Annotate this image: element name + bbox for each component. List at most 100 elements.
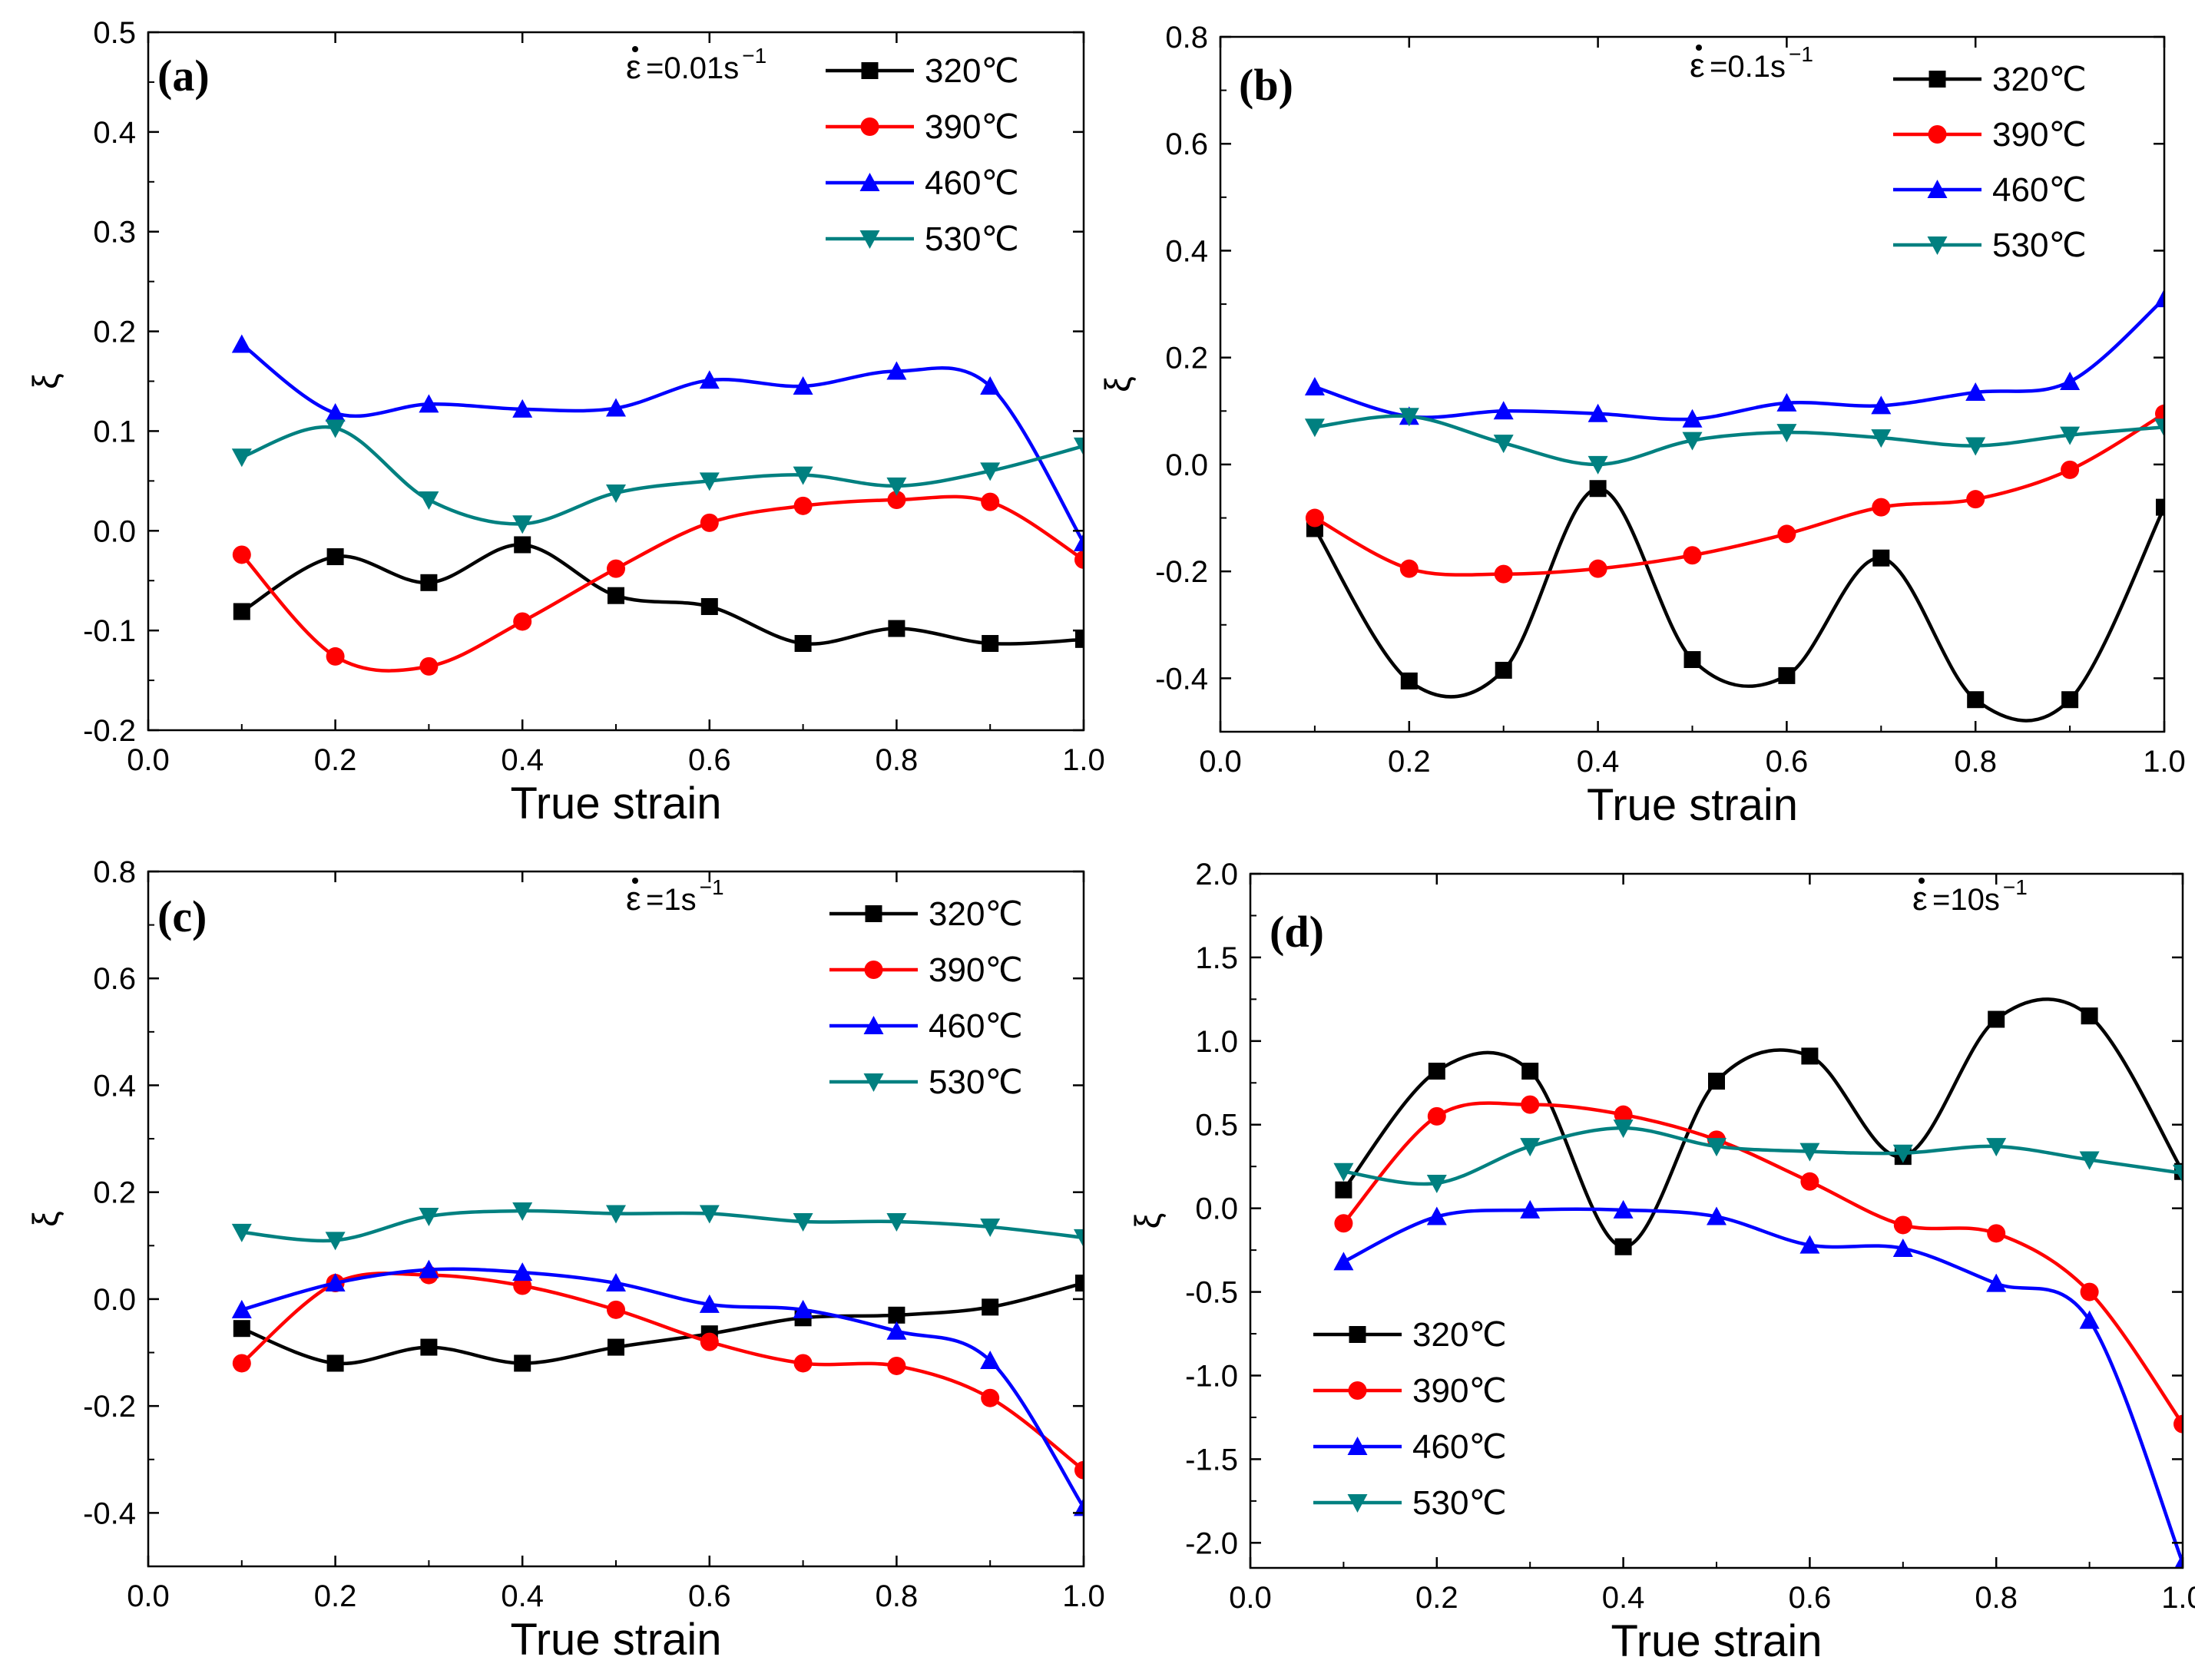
x-tick-label: 0.0	[1199, 745, 1242, 779]
strain-rate-exponent: −1	[2003, 875, 2028, 899]
data-point	[1872, 549, 1890, 567]
data-point	[1683, 546, 1702, 565]
data-point	[606, 1273, 626, 1292]
data-point	[606, 484, 626, 503]
y-tick-label: -1.0	[1185, 1359, 1238, 1393]
legend-label: 460℃	[929, 1007, 1023, 1045]
data-point	[888, 1306, 905, 1324]
data-point	[326, 647, 345, 666]
y-tick-label: 0.8	[93, 855, 136, 889]
data-point	[1683, 651, 1701, 669]
data-point	[793, 1212, 813, 1232]
data-point	[1427, 1106, 1446, 1126]
data-point	[888, 620, 905, 637]
strain-rate-symbol: ε	[1690, 47, 1705, 84]
data-point	[699, 370, 720, 389]
data-point	[700, 1332, 719, 1351]
legend-marker	[1927, 180, 1948, 198]
data-point	[419, 1208, 439, 1227]
data-point	[419, 394, 439, 413]
data-point	[1988, 1010, 2005, 1028]
data-point	[1801, 1047, 1819, 1065]
y-tick-label: 0.8	[1165, 21, 1208, 55]
data-point	[1400, 672, 1418, 690]
plot-area	[1333, 997, 2183, 1568]
data-point	[794, 635, 812, 653]
data-point	[1614, 1238, 1632, 1255]
data-point	[886, 477, 907, 496]
data-point	[1613, 1199, 1634, 1219]
x-tick-label: 0.6	[688, 743, 731, 777]
data-point	[607, 559, 625, 578]
x-tick-label: 0.4	[1602, 1581, 1645, 1615]
data-point	[607, 1300, 625, 1319]
legend-label: 390℃	[1992, 116, 2087, 154]
legend-marker	[863, 1073, 884, 1092]
legend-marker	[865, 905, 882, 922]
strain-rate-annotation: ε =0.1s −1	[1690, 42, 1813, 84]
y-tick-label: -0.2	[83, 1390, 136, 1424]
data-point	[1587, 455, 1608, 475]
data-point	[1075, 1275, 1084, 1292]
legend-marker	[1348, 1381, 1367, 1400]
data-point	[1589, 480, 1607, 498]
y-tick-label: 0.0	[1165, 448, 1208, 482]
y-tick-label: 0.4	[93, 116, 136, 150]
data-point	[420, 1338, 438, 1356]
data-point	[793, 1299, 813, 1318]
data-point	[1871, 429, 1892, 448]
data-point	[980, 462, 1001, 481]
data-point	[699, 1205, 720, 1224]
series-line-3	[241, 1267, 1084, 1509]
data-point	[1426, 1206, 1447, 1225]
data-point	[231, 1223, 252, 1242]
data-point	[231, 334, 252, 353]
data-point	[980, 1350, 1001, 1369]
y-tick-label: 0.0	[1195, 1192, 1238, 1226]
data-point	[1707, 1138, 1727, 1157]
data-point	[1494, 564, 1513, 584]
data-point	[981, 1388, 1000, 1407]
y-tick-label: -0.2	[1155, 555, 1208, 589]
data-point	[2079, 1151, 2100, 1170]
strain-rate-symbol: ε	[626, 880, 641, 918]
legend-label: 530℃	[1992, 227, 2087, 264]
y-axis-label: ξ	[25, 1211, 65, 1227]
data-point	[606, 1205, 626, 1224]
y-tick-label: -0.4	[1155, 662, 1208, 696]
chart-panel-4: 0.0 0.2 0.4 0.6 0.8 1.0 -2.0 -1.5 -1.0 -0.5 0.0 0.5…	[1127, 858, 2195, 1666]
data-point	[1800, 1172, 1819, 1191]
series-line-2	[1342, 1101, 2183, 1425]
data-point	[980, 1218, 1001, 1237]
x-tick-label: 0.6	[688, 1579, 731, 1613]
data-point	[1074, 1497, 1084, 1516]
data-point	[1986, 1138, 2007, 1157]
strain-rate-symbol: ε	[626, 48, 641, 86]
data-point	[1892, 1238, 1913, 1257]
series-line-1	[240, 543, 1084, 646]
data-point	[982, 1298, 999, 1316]
legend-label: 460℃	[1992, 171, 2087, 209]
data-point	[793, 496, 813, 515]
legend-label: 390℃	[929, 951, 1023, 989]
data-point	[325, 1232, 346, 1251]
y-axis-label: ξ	[1127, 1213, 1167, 1229]
x-tick-label: 1.0	[1062, 1579, 1105, 1613]
y-tick-label: -1.5	[1185, 1443, 1238, 1477]
legend-marker	[1349, 1326, 1366, 1343]
data-point	[325, 403, 346, 422]
data-point	[793, 466, 813, 485]
data-point	[1493, 435, 1514, 454]
data-point	[514, 536, 531, 554]
data-point	[981, 492, 1000, 511]
legend-marker	[1927, 236, 1948, 255]
strain-rate-annotation: ε =10s −1	[1912, 875, 2028, 918]
data-point	[2154, 418, 2164, 438]
legend-marker	[859, 173, 880, 191]
series-line-3	[1314, 297, 2164, 422]
data-point	[513, 1276, 532, 1295]
x-tick-label: 0.4	[1577, 745, 1620, 779]
data-point	[326, 1354, 344, 1372]
x-tick-label: 0.8	[1954, 745, 1997, 779]
